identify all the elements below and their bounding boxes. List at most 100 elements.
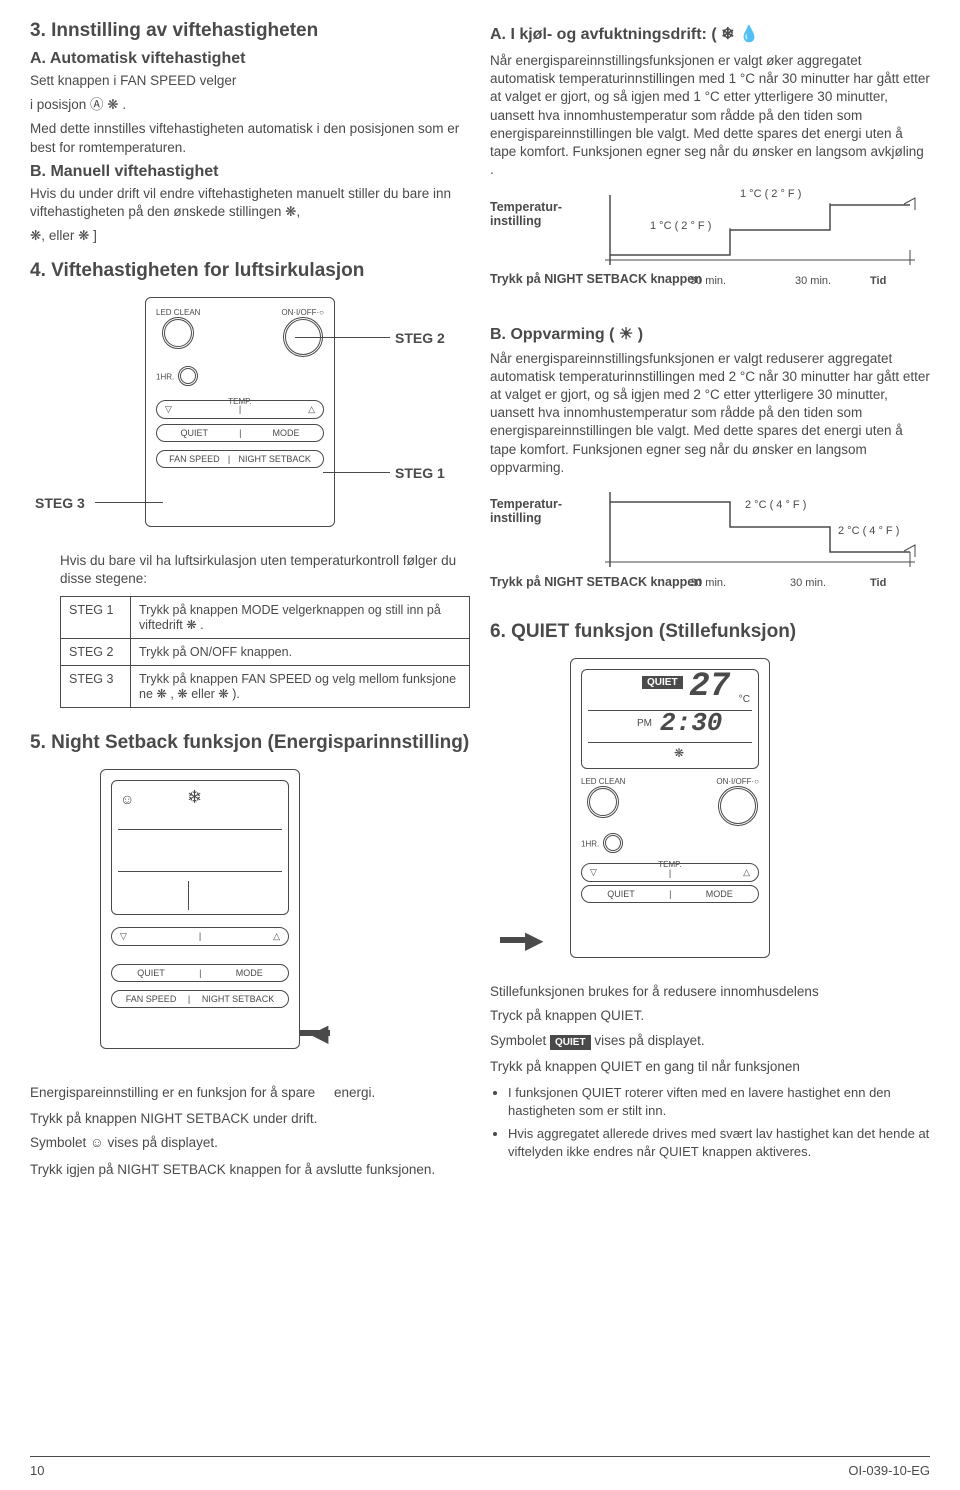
s6-bullet-2: Hvis aggregatet allerede drives med svær…: [508, 1125, 930, 1161]
label-quiet-s5: QUIET: [137, 968, 165, 978]
section-3-title: 3. Innstilling av viftehastigheten: [30, 20, 470, 42]
diag-b-s2: 2 °C ( 4 ° F ): [838, 525, 899, 537]
label-night-setback-s5: NIGHT SETBACK: [202, 994, 274, 1004]
display-screen: ☺ ❄: [111, 780, 289, 915]
section-b-body: Når energispareinnstillingsfunksjonen er…: [490, 350, 930, 478]
diag-a-ylabel: Temperatur- instilling: [490, 200, 562, 228]
section-4-title: 4. Viftehastigheten for luftsirkulasjon: [30, 260, 470, 282]
quiet-mode-band: QUIET | MODE: [156, 424, 324, 442]
left-column: 3. Innstilling av viftehastigheten A. Au…: [30, 20, 470, 1185]
quiet-mode-band-s6: QUIET | MODE: [581, 885, 759, 903]
label-night-setback: NIGHT SETBACK: [238, 454, 310, 464]
lcd-display: QUIET 27 °C PM 2:30 ❋: [581, 669, 759, 769]
label-temp: TEMP.: [156, 397, 324, 406]
table-row: STEG 3 Trykk på knappen FAN SPEED og vel…: [61, 665, 470, 707]
label-quiet: QUIET: [181, 428, 209, 438]
diag-b-ylabel: Temperatur- instilling: [490, 497, 562, 525]
diag-a-t1: 30 min.: [690, 275, 726, 287]
section-a-title: A. I kjøl- og avfuktningsdrift: ( ❄ 💧: [490, 24, 930, 44]
temp-value: 27: [689, 668, 730, 706]
arrow-stem: [300, 1030, 330, 1036]
s6-l1: Stillefunksjonen brukes for å redusere i…: [490, 983, 930, 1001]
steg3-line: [95, 502, 163, 503]
step1-key: STEG 1: [61, 596, 131, 638]
label-on-off: ON·I/OFF·○: [281, 308, 324, 317]
clock-value: 2:30: [660, 708, 722, 738]
step2-val: Trykk på ON/OFF knappen.: [131, 638, 470, 665]
s6-bullet-1: I funksjonen QUIET roterer viften med en…: [508, 1084, 930, 1120]
quiet-inline-badge: QUIET: [550, 1035, 591, 1051]
step2-key: STEG 2: [61, 638, 131, 665]
s5-l1: Energispareinnstilling er en funksjon fo…: [30, 1084, 470, 1102]
on-off-button-s6: [718, 786, 758, 826]
fanspeed-night-band: FAN SPEED | NIGHT SETBACK: [156, 450, 324, 468]
quiet-mode-band-s5: QUIET | MODE: [111, 964, 289, 982]
s3a-line3: Med dette innstilles viftehastigheten au…: [30, 120, 470, 156]
diag-a-s1: 1 °C ( 2 ° F ): [650, 220, 711, 232]
s5-l4: Trykk igjen på NIGHT SETBACK knappen for…: [30, 1161, 470, 1179]
label-quiet-s6: QUIET: [607, 889, 635, 899]
led-clean-button: [162, 317, 194, 349]
pm-label: PM: [637, 718, 652, 729]
section-5-title: 5. Night Setback funksjon (Energisparinn…: [30, 732, 470, 754]
right-column: A. I kjøl- og avfuktningsdrift: ( ❄ 💧 Nå…: [490, 20, 930, 1185]
s5-l3: Symbolet ☺ vises på displayet.: [30, 1134, 470, 1152]
temp-band-s5: ▽|△: [111, 927, 289, 946]
label-mode-s6: MODE: [706, 889, 733, 899]
section-b-title: B. Oppvarming ( ☀ ): [490, 324, 930, 344]
diag-b-s1: 2 °C ( 4 ° F ): [745, 499, 806, 511]
steg1-label: STEG 1: [395, 465, 445, 481]
step3-val: Trykk på knappen FAN SPEED og velg mello…: [131, 665, 470, 707]
s6-l2: Tryck på knappen QUIET.: [490, 1007, 930, 1025]
hr-button: [178, 366, 198, 386]
temp-unit: °C: [739, 694, 750, 705]
diag-a-s2: 1 °C ( 2 ° F ): [740, 188, 801, 200]
label-fanspeed: FAN SPEED: [169, 454, 220, 464]
label-1hr: 1HR.: [156, 372, 174, 381]
table-row: STEG 1 Trykk på knappen MODE velgerknapp…: [61, 596, 470, 638]
diag-b-t3: Tid: [870, 577, 886, 589]
diag-b-t1: 30 min.: [690, 577, 726, 589]
steg3-label: STEG 3: [35, 495, 85, 511]
doc-id: OI-039-10-EG: [848, 1463, 930, 1478]
label-mode-s5: MODE: [236, 968, 263, 978]
label-1hr-s6: 1HR.: [581, 840, 599, 849]
steg2-label: STEG 2: [395, 330, 445, 346]
steps-table: STEG 1 Trykk på knappen MODE velgerknapp…: [60, 596, 470, 708]
steg1-line: [323, 472, 390, 473]
led-clean-button-s6: [587, 786, 619, 818]
arrow-stem-s6: [500, 937, 530, 943]
diag-a-t2: 30 min.: [795, 275, 831, 287]
page-number: 10: [30, 1463, 44, 1478]
label-led-clean: LED CLEAN: [156, 308, 200, 317]
s3b-line1: Hvis du under drift vil endre viftehasti…: [30, 185, 470, 221]
steg2-line: [295, 337, 390, 338]
section-3b-title: B. Manuell viftehastighet: [30, 163, 470, 181]
diag-b-xlabel: Trykk på NIGHT SETBACK knappen: [490, 575, 702, 589]
label-led-clean-s6: LED CLEAN: [581, 777, 625, 786]
page-footer: 10 OI-039-10-EG: [30, 1456, 930, 1478]
s3a-line2: i posisjon Ⓐ ❋ .: [30, 96, 470, 114]
label-mode: MODE: [272, 428, 299, 438]
diag-b-t2: 30 min.: [790, 577, 826, 589]
s6-l3: Symbolet QUIET vises på displayet.: [490, 1032, 930, 1051]
diag-a-t3: Tid: [870, 275, 886, 287]
step1-val: Trykk på knappen MODE velgerknappen og s…: [131, 596, 470, 638]
diag-a-xlabel: Trykk på NIGHT SETBACK knappen: [490, 272, 702, 286]
quiet-badge-icon: QUIET: [642, 676, 683, 689]
label-fanspeed-s5: FAN SPEED: [126, 994, 177, 1004]
step3-key: STEG 3: [61, 665, 131, 707]
s6-l4: Trykk på knappen QUIET en gang til når f…: [490, 1058, 930, 1076]
table-row: STEG 2 Trykk på ON/OFF knappen.: [61, 638, 470, 665]
hr-button-s6: [603, 833, 623, 853]
section-6-title: 6. QUIET funksjon (Stillefunksjon): [490, 621, 930, 643]
label-on-off-s6: ON·I/OFF·○: [716, 777, 759, 786]
s5-l2: Trykk på knappen NIGHT SETBACK under dri…: [30, 1110, 470, 1128]
section-3a-title: A. Automatisk viftehastighet: [30, 50, 470, 68]
s3a-line1: Sett knappen i FAN SPEED velger: [30, 72, 470, 90]
s3b-line2: ❋, eller ❋ ]: [30, 227, 470, 245]
diagram-heating: Temperatur- instilling 2 °C ( 4 ° F ) 2 …: [490, 487, 930, 597]
fanspeed-night-band-s5: FAN SPEED | NIGHT SETBACK: [111, 990, 289, 1008]
label-temp-s6: TEMP.: [581, 860, 759, 869]
diagram-cooling: Temperatur- instilling 1 °C ( 2 ° F ) 1 …: [490, 190, 930, 300]
